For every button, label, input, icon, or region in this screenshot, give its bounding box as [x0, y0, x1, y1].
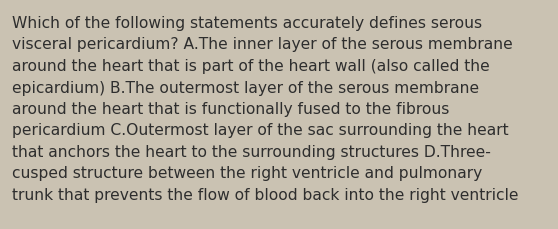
Text: cusped structure between the right ventricle and pulmonary: cusped structure between the right ventr… [12, 166, 482, 181]
Text: around the heart that is functionally fused to the fibrous: around the heart that is functionally fu… [12, 101, 449, 117]
Text: visceral pericardium? A.The inner layer of the serous membrane: visceral pericardium? A.The inner layer … [12, 37, 513, 52]
Text: Which of the following statements accurately defines serous: Which of the following statements accura… [12, 16, 482, 31]
Text: that anchors the heart to the surrounding structures D.Three-: that anchors the heart to the surroundin… [12, 144, 491, 159]
Text: trunk that prevents the flow of blood back into the right ventricle: trunk that prevents the flow of blood ba… [12, 187, 518, 202]
Text: pericardium C.Outermost layer of the sac surrounding the heart: pericardium C.Outermost layer of the sac… [12, 123, 509, 138]
Text: epicardium) B.The outermost layer of the serous membrane: epicardium) B.The outermost layer of the… [12, 80, 479, 95]
Text: around the heart that is part of the heart wall (also called the: around the heart that is part of the hea… [12, 59, 490, 74]
